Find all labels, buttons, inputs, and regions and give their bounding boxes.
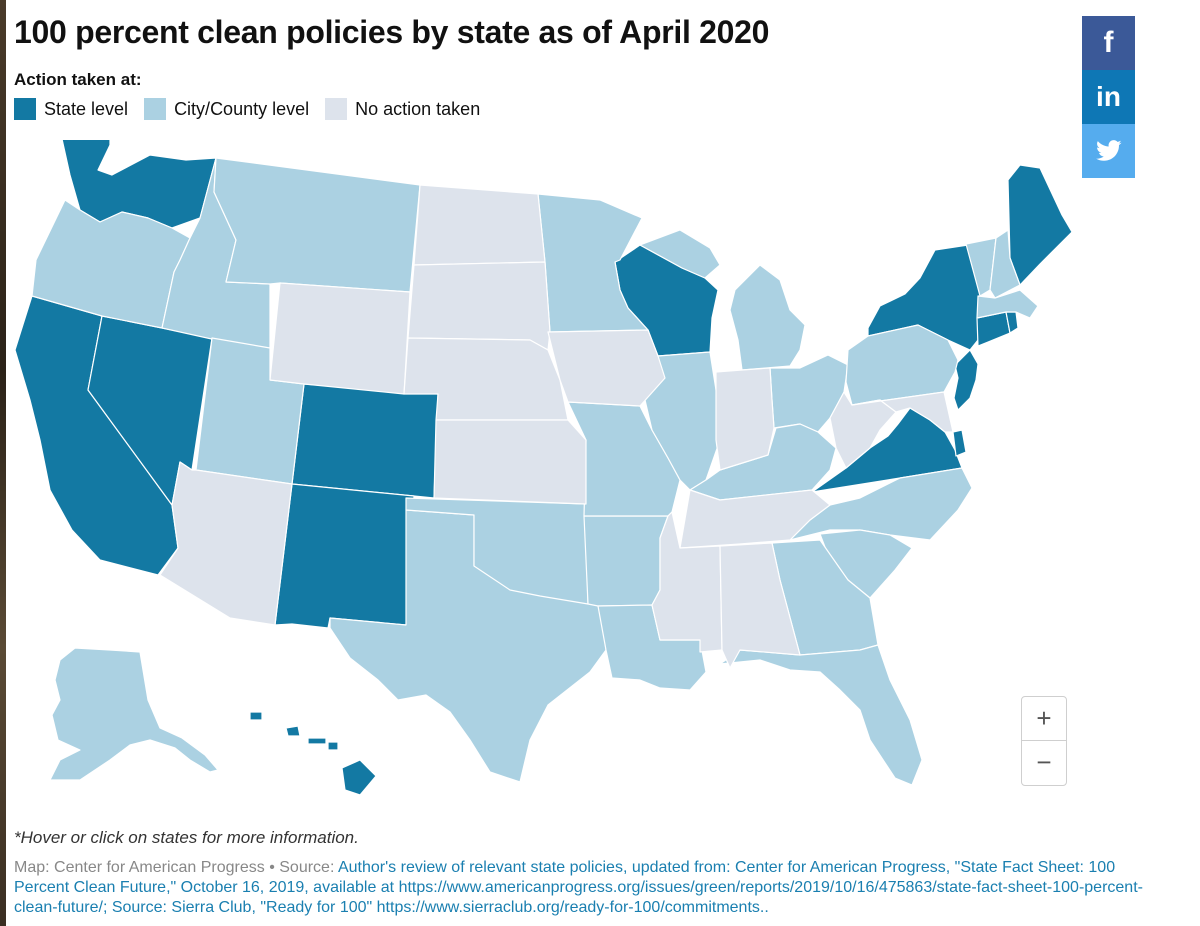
state-NJ[interactable] (953, 349, 979, 411)
state-MS[interactable] (651, 511, 723, 653)
twitter-share-button[interactable] (1082, 124, 1135, 178)
state-SD[interactable] (407, 261, 551, 351)
zoom-in-button[interactable]: + (1036, 703, 1052, 733)
facebook-share-button[interactable]: f (1082, 16, 1135, 70)
hover-footnote: *Hover or click on states for more infor… (14, 828, 359, 847)
legend-item-city-county-level: City/County level (144, 98, 309, 120)
state-NM[interactable] (274, 483, 415, 629)
source-link[interactable]: Author's review of relevant state polici… (14, 859, 1143, 916)
legend-item-no-action: No action taken (325, 98, 480, 120)
map-title: 100 percent clean policies by state as o… (14, 14, 770, 50)
state-AR[interactable] (583, 515, 669, 607)
state-WY[interactable] (269, 282, 411, 395)
linkedin-share-button[interactable]: in (1082, 70, 1135, 124)
left-edge-strip (0, 0, 6, 926)
state-ME[interactable] (1007, 164, 1073, 286)
state-WV[interactable] (829, 391, 897, 469)
state-AL[interactable] (719, 542, 801, 669)
state-CO[interactable] (291, 383, 439, 499)
state-MA[interactable] (976, 289, 1039, 319)
state-ND[interactable] (413, 184, 546, 266)
zoom-control: + − (1021, 696, 1067, 786)
legend-swatch-no-action (325, 98, 348, 120)
legend-item-state-level: State level (14, 98, 128, 120)
legend-swatch-state-level (14, 98, 36, 120)
legend-label-state-level: State level (44, 98, 129, 119)
state-KS[interactable] (433, 419, 587, 505)
us-map (14, 140, 1073, 796)
state-FL[interactable] (719, 644, 923, 786)
state-NH[interactable] (989, 229, 1021, 299)
twitter-icon (1095, 140, 1122, 161)
state-HI[interactable] (249, 711, 377, 796)
facebook-icon: f (1103, 26, 1114, 59)
zoom-out-button[interactable]: − (1022, 740, 1066, 784)
state-IN[interactable] (715, 367, 775, 471)
linkedin-icon: in (1096, 81, 1121, 112)
state-MI[interactable] (639, 229, 806, 371)
state-AZ[interactable] (159, 461, 293, 626)
state-MD[interactable] (851, 391, 954, 433)
legend-swatch-city-county-level (144, 98, 167, 120)
source-credit: Map: Center for American Progress • Sour… (14, 858, 1164, 918)
state-IA[interactable] (547, 329, 666, 407)
state-TN[interactable] (679, 489, 831, 549)
state-DE[interactable] (952, 429, 967, 457)
state-AK[interactable] (49, 647, 219, 781)
source-prefix: Map: Center for American Progress • Sour… (14, 859, 338, 876)
legend-heading: Action taken at: (14, 70, 142, 89)
legend-label-no-action: No action taken (355, 98, 481, 119)
legend-label-city-county-level: City/County level (174, 98, 310, 119)
state-MT[interactable] (213, 157, 421, 293)
legend: State level City/County level No action … (14, 98, 496, 120)
share-buttons: f in (1082, 16, 1135, 178)
state-PA[interactable] (845, 324, 959, 406)
